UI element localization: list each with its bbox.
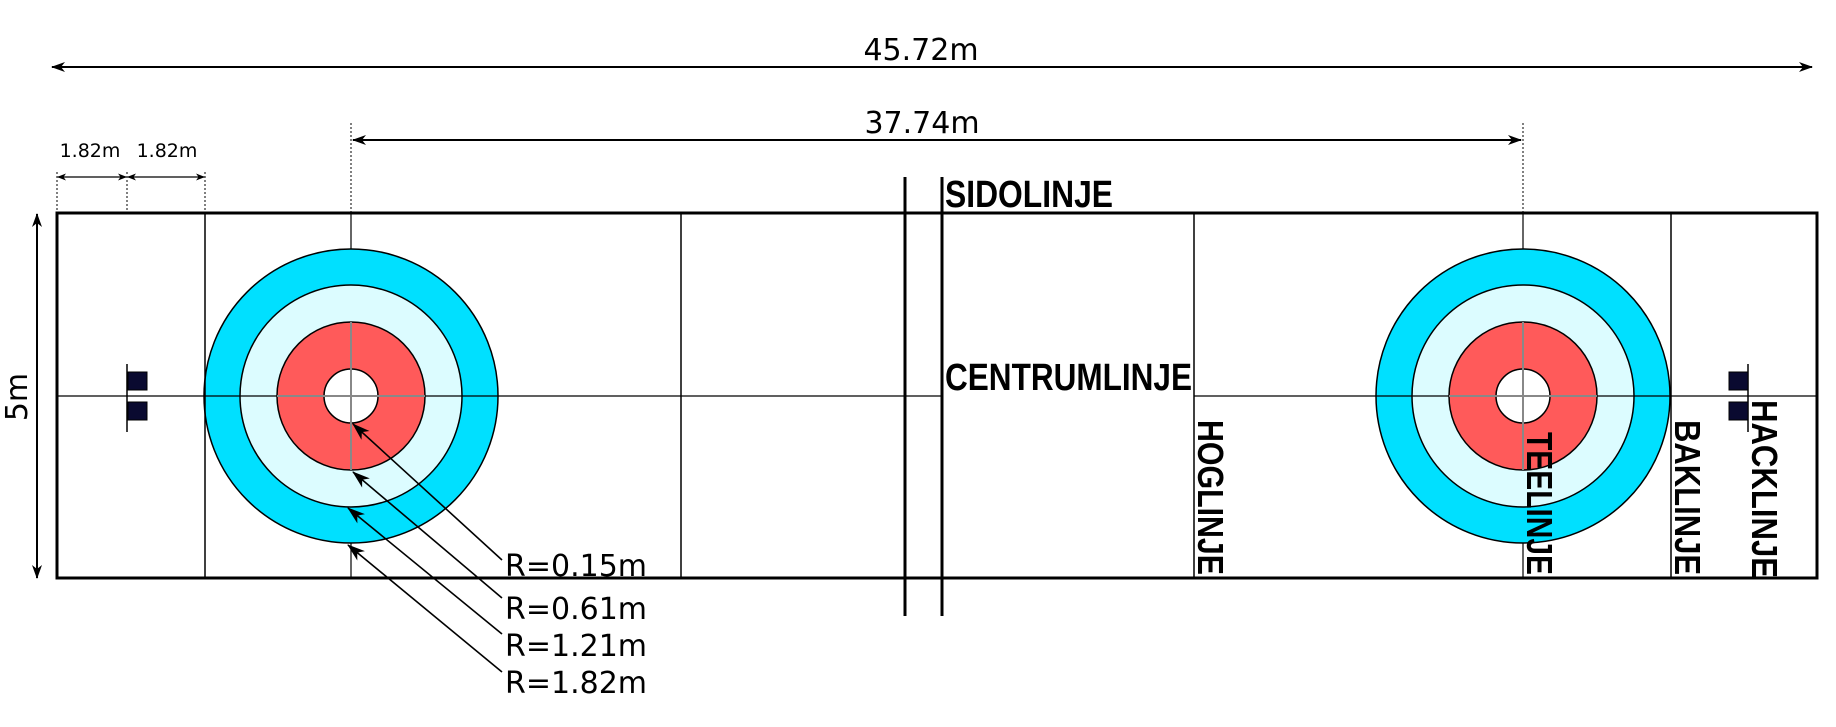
radius-label-0: R=0.15m (505, 549, 647, 584)
back-offset-label: 1.82m (137, 140, 198, 162)
width-label: 5m (0, 373, 35, 421)
tee-to-tee-label: 37.74m (864, 106, 979, 141)
hog-line-label: HOGLINJE (1190, 420, 1231, 575)
center-line-label: CENTRUMLINJE (945, 357, 1192, 399)
radius-label-2: R=1.21m (505, 629, 647, 664)
hack-line-label: HACKLINJE (1744, 400, 1785, 578)
radius-label-1: R=0.61m (505, 592, 647, 627)
side-line-label: SIDOLINJE (945, 174, 1113, 216)
radius-label-3: R=1.82m (505, 666, 647, 701)
hack-offset-label: 1.82m (60, 140, 121, 162)
back-line-label: BAKLINJE (1667, 420, 1708, 575)
radius-leader-0 (352, 423, 503, 561)
radius-leader-1 (352, 471, 503, 599)
left-hack (126, 364, 148, 432)
tee-line-label: TEELINJE (1519, 432, 1560, 575)
radius-leader-2 (347, 507, 503, 635)
radius-leader-3 (347, 544, 503, 673)
total-length-label: 45.72m (863, 33, 978, 68)
right-hack (1728, 364, 1749, 432)
